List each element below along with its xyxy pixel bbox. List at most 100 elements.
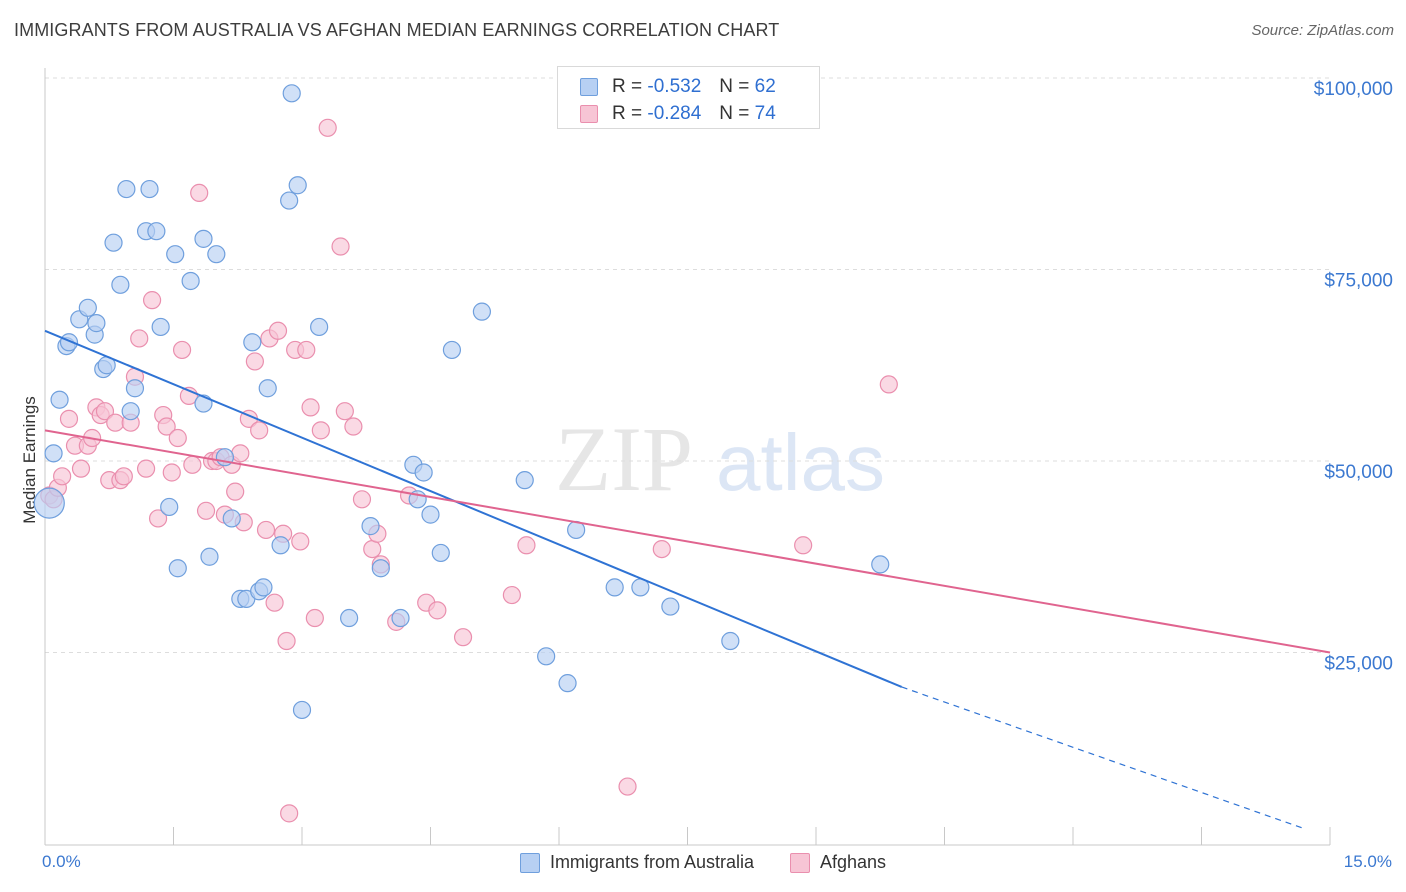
stats-legend-row-australia: R = -0.532 N = 62: [580, 75, 776, 99]
australia-point: [871, 555, 890, 574]
australia-point: [431, 543, 450, 563]
afghans-point: [142, 291, 162, 310]
afghans-point: [256, 520, 276, 540]
australia-point: [421, 505, 440, 524]
afghans-point: [168, 428, 187, 448]
afghans-point: [280, 804, 299, 823]
australia-point: [414, 463, 433, 482]
australia-point: [254, 578, 273, 597]
afghans-point: [352, 490, 372, 509]
afghans-point: [148, 509, 168, 528]
australia-point: [125, 379, 145, 398]
australia-point: [340, 608, 359, 628]
australia-point: [147, 222, 166, 241]
n-value: 62: [754, 76, 776, 97]
r-value: -0.532: [647, 76, 702, 97]
australia-point: [282, 84, 301, 103]
australia-point: [200, 547, 219, 566]
australia-point: [78, 298, 97, 317]
afghans-point: [305, 608, 324, 628]
afghans-point: [95, 402, 115, 421]
australia-point: [151, 317, 170, 337]
australia-trend-line: [44, 329, 903, 688]
r-value: -0.284: [647, 103, 702, 124]
afghans-point: [297, 340, 316, 360]
afghans-point: [318, 118, 337, 137]
afghans-point: [344, 417, 363, 436]
australia-point: [44, 444, 63, 463]
series-legend: Immigrants from Australia Afghans: [0, 852, 1406, 873]
y-tick-label: $75,000: [1324, 271, 1393, 292]
afghans-point: [268, 321, 288, 340]
australia-point: [537, 647, 556, 666]
afghans-point: [428, 601, 447, 620]
n-value: 74: [754, 103, 776, 124]
afghans-point: [879, 375, 898, 394]
afghans-point: [502, 585, 521, 605]
afghans-point: [265, 593, 284, 612]
afghans-point: [250, 421, 269, 440]
afghans-point: [172, 340, 192, 360]
afghans-point: [130, 329, 149, 348]
australia-point: [117, 179, 136, 199]
afghans-trend-line: [44, 429, 1331, 654]
legend-swatch-australia: [519, 852, 540, 873]
australia-point: [371, 559, 390, 578]
watermark-atlas: atlas: [716, 418, 885, 507]
australia-point: [243, 333, 262, 352]
australia-point: [310, 317, 329, 337]
australia-point: [288, 176, 307, 195]
australia-point: [181, 271, 200, 291]
australia-trend-extension: [901, 686, 1305, 830]
legend-label-australia: Immigrants from Australia: [549, 852, 754, 872]
afghans-point: [162, 463, 181, 482]
legend-item-afghans: Afghans: [790, 852, 886, 873]
watermark: ZIP atlas: [555, 408, 885, 510]
afghans-point: [291, 532, 310, 551]
australia-point: [160, 497, 179, 517]
australia-point: [721, 631, 740, 651]
australia-point: [271, 536, 290, 555]
n-label: N =: [719, 103, 750, 124]
australia-point: [111, 275, 130, 294]
afghans-point: [190, 183, 209, 202]
afghans-point: [114, 467, 133, 486]
stats-legend-row-afghans: R = -0.284 N = 74: [580, 102, 776, 126]
afghans-point: [363, 539, 382, 559]
australia-point: [472, 302, 491, 321]
afghans-point: [245, 352, 264, 371]
australia-points: [33, 84, 890, 720]
afghans-point: [183, 455, 202, 474]
afghans-point: [136, 459, 156, 478]
x-tick-label-min: 0.0%: [42, 852, 81, 871]
afghans-point: [517, 536, 536, 555]
australia-point: [515, 471, 534, 490]
afghans-point: [196, 501, 216, 520]
australia-point: [605, 578, 624, 597]
afghans-point: [106, 413, 125, 432]
chart-title: IMMIGRANTS FROM AUSTRALIA VS AFGHAN MEDI…: [14, 20, 780, 40]
australia-point: [168, 559, 187, 578]
afghans-point: [453, 628, 473, 647]
afghans-point: [53, 467, 72, 486]
x-tick-label-max: 15.0%: [1343, 852, 1392, 871]
y-tick-labels: $25,000 $50,000 $75,000 $100,000: [1314, 79, 1393, 675]
afghans-point: [226, 482, 245, 501]
stats-legend: R = -0.532 N = 62 R = -0.284 N = 74: [557, 66, 820, 129]
gridlines: [45, 77, 1330, 653]
afghans-point: [277, 631, 296, 651]
y-tick-label: $100,000: [1314, 79, 1393, 100]
australia-point: [258, 379, 277, 398]
australia-point: [280, 191, 299, 210]
watermark-zip: ZIP: [555, 408, 693, 510]
afghans-point: [59, 409, 79, 428]
australia-point: [558, 674, 577, 693]
legend-item-australia: Immigrants from Australia: [519, 852, 754, 873]
australia-point: [292, 700, 312, 720]
australia-point: [50, 390, 69, 409]
afghans-point: [311, 421, 330, 440]
australia-point: [442, 340, 462, 360]
australia-point: [207, 245, 226, 264]
australia-point: [361, 517, 380, 536]
